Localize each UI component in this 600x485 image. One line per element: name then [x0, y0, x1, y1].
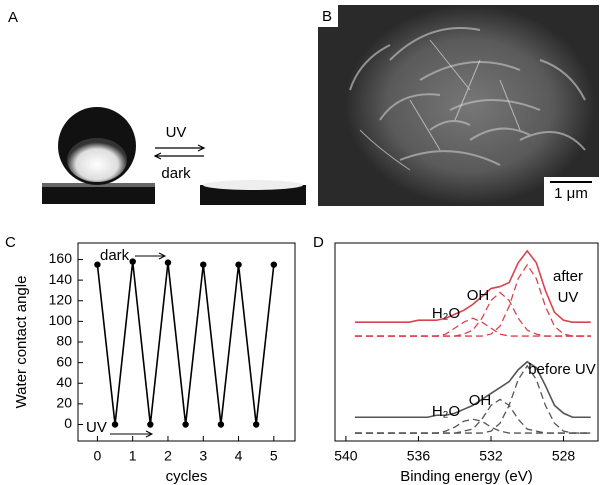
- sem-image: [318, 5, 599, 206]
- x-tick-label: 528: [552, 448, 576, 464]
- y-tick-label: 140: [49, 271, 73, 287]
- annotation: UV: [86, 419, 107, 436]
- annotation: H₂O: [432, 305, 460, 322]
- y-tick-label: 0: [64, 415, 72, 431]
- series-line: [354, 418, 591, 434]
- data-point: [94, 261, 101, 268]
- annotation: before UV: [528, 361, 596, 378]
- data-point: [235, 261, 242, 268]
- x-tick-label: 1: [129, 448, 137, 464]
- annotation: UV: [558, 289, 579, 306]
- y-tick-label: 120: [49, 291, 73, 307]
- x-tick-label: 5: [270, 448, 278, 464]
- data-point: [129, 258, 136, 265]
- label-box: [318, 5, 338, 27]
- series-line: [354, 360, 591, 419]
- x-axis-label: cycles: [166, 468, 208, 485]
- droplet-image: [42, 107, 306, 205]
- y-tick-label: 40: [56, 374, 72, 390]
- y-tick-label: 60: [56, 353, 72, 369]
- data-point: [164, 259, 172, 266]
- series-line: [96, 261, 275, 425]
- scale-label: 1 μm: [554, 185, 588, 202]
- annotation: OH: [467, 287, 490, 304]
- x-tick-label: 0: [94, 448, 102, 464]
- x-tick-label: 2: [164, 448, 172, 464]
- series-line: [354, 249, 591, 323]
- x-axis-label: Binding energy (eV): [400, 468, 533, 485]
- annotation: dark: [100, 247, 130, 264]
- series-line: [354, 317, 591, 337]
- x-tick-label: 3: [199, 448, 207, 464]
- data-point: [182, 421, 189, 428]
- y-tick-label: 100: [49, 312, 73, 328]
- annotation: H₂O: [432, 403, 460, 420]
- arrows: [153, 144, 206, 160]
- data-point: [147, 421, 154, 428]
- annotation: after: [553, 268, 583, 285]
- panel-label: D: [313, 234, 324, 251]
- panel-label: C: [5, 234, 16, 251]
- y-tick-label: 80: [56, 333, 72, 349]
- y-tick-label: 160: [49, 250, 73, 266]
- annotation-arrowhead: [145, 430, 154, 438]
- panel-label: A: [8, 9, 18, 26]
- y-tick-label: 20: [56, 395, 72, 411]
- annotation-arrowhead: [158, 252, 167, 260]
- y-axis-label: Water contact angle: [13, 276, 30, 409]
- data-point: [252, 421, 260, 428]
- plot-frame: [334, 242, 599, 442]
- x-tick-label: 4: [235, 448, 243, 464]
- x-tick-label: 536: [407, 448, 431, 464]
- arrow-label: dark: [161, 165, 191, 182]
- data-point: [217, 421, 225, 428]
- x-tick-label: 532: [479, 448, 503, 464]
- panel-label: B: [322, 8, 332, 25]
- x-tick-label: 540: [334, 448, 358, 464]
- data-point: [200, 261, 207, 268]
- data-point: [111, 421, 119, 428]
- annotation: OH: [469, 392, 492, 409]
- data-point: [270, 261, 278, 268]
- arrow-label: UV: [166, 124, 187, 141]
